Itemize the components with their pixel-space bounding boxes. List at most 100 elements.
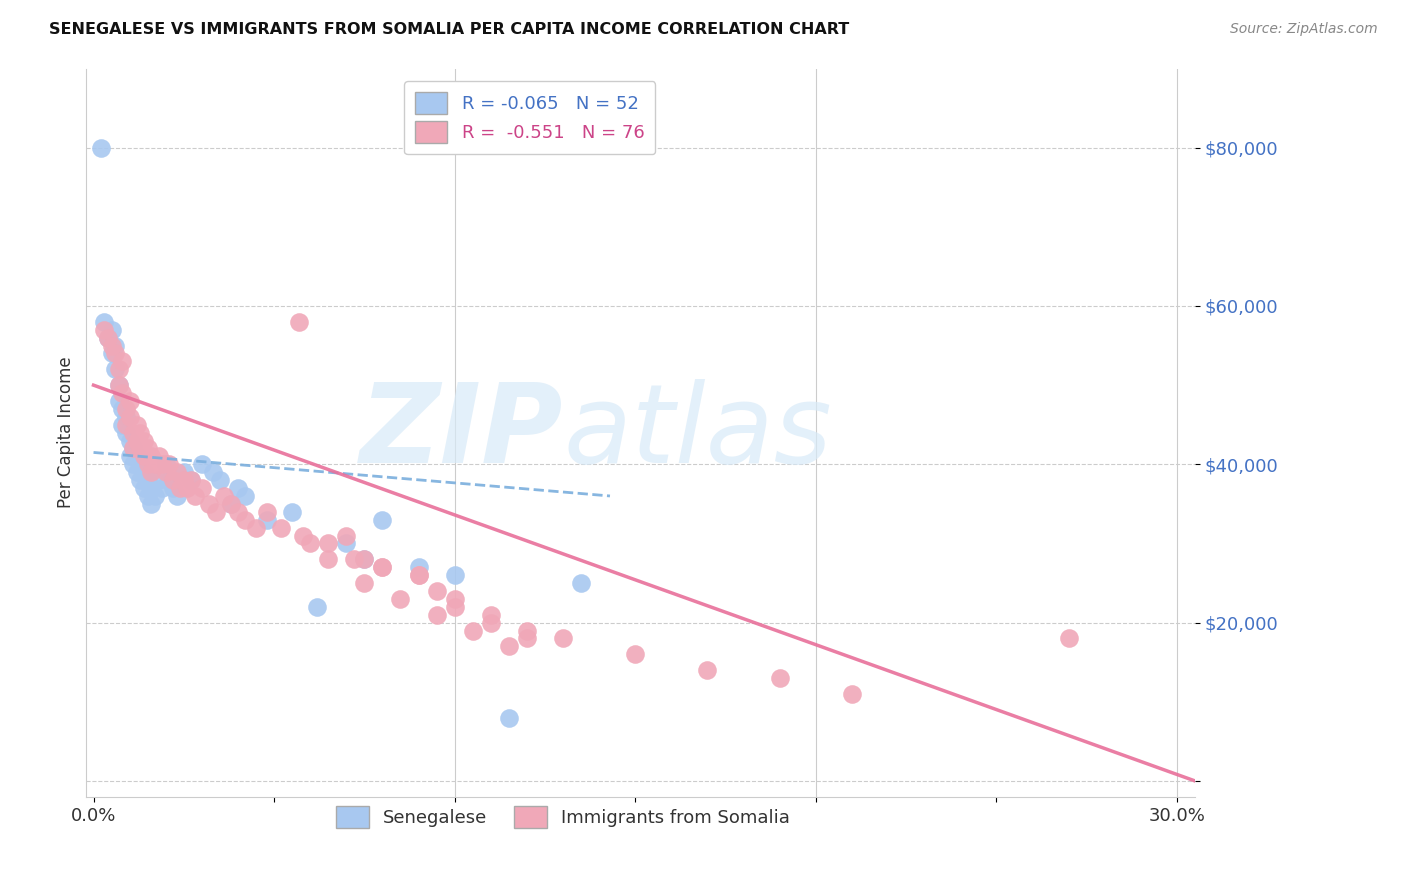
Point [180,473,202,487]
Point [141,497,163,511]
Point [104,362,127,376]
Point [100,338,122,352]
Point [173,465,195,479]
Point [132,481,155,495]
Point [136,489,159,503]
Point [129,425,152,440]
Point [93,323,115,337]
Point [183,489,205,503]
Point [696,663,718,677]
Point [353,552,375,566]
Point [100,323,122,337]
Point [281,505,304,519]
Point [125,450,148,464]
Point [107,378,129,392]
Point [371,513,394,527]
Point [132,450,155,464]
Point [115,417,138,432]
Point [426,584,449,599]
Point [233,513,256,527]
Point [118,450,141,464]
Point [256,513,278,527]
Point [256,505,278,519]
Point [624,648,647,662]
Point [162,473,184,487]
Point [498,640,520,654]
Point [125,417,148,432]
Point [129,442,152,456]
Point [122,442,145,456]
Point [498,711,520,725]
Point [841,687,863,701]
Point [219,497,242,511]
Point [426,607,449,622]
Point [107,378,129,392]
Point [100,346,122,360]
Point [443,599,465,614]
Point [118,434,141,448]
Point [516,632,538,646]
Text: ZIP: ZIP [360,379,562,486]
Point [107,394,129,409]
Point [169,481,191,495]
Point [198,497,221,511]
Point [219,497,242,511]
Point [141,481,163,495]
Point [1057,632,1080,646]
Point [516,624,538,638]
Point [166,489,188,503]
Point [408,568,430,582]
Point [97,331,120,345]
Point [191,458,214,472]
Point [104,338,127,352]
Point [307,599,329,614]
Point [90,141,112,155]
Point [111,417,134,432]
Point [125,465,148,479]
Point [212,489,235,503]
Point [157,458,180,472]
Point [233,489,256,503]
Point [150,458,173,472]
Point [155,465,177,479]
Point [408,568,430,582]
Text: Source: ZipAtlas.com: Source: ZipAtlas.com [1230,22,1378,37]
Point [125,434,148,448]
Point [569,576,592,591]
Point [115,409,138,424]
Point [122,425,145,440]
Point [389,591,412,606]
Point [245,521,267,535]
Point [270,521,292,535]
Point [155,458,177,472]
Point [162,481,184,495]
Point [132,465,155,479]
Text: SENEGALESE VS IMMIGRANTS FROM SOMALIA PER CAPITA INCOME CORRELATION CHART: SENEGALESE VS IMMIGRANTS FROM SOMALIA PE… [49,22,849,37]
Point [122,442,145,456]
Point [141,465,163,479]
Point [143,458,166,472]
Point [93,315,115,329]
Point [769,671,792,685]
Y-axis label: Per Capita Income: Per Capita Income [58,357,75,508]
Point [176,481,198,495]
Point [191,481,214,495]
Point [353,576,375,591]
Point [335,528,357,542]
Point [136,473,159,487]
Point [443,591,465,606]
Point [141,450,163,464]
Point [132,434,155,448]
Point [208,473,231,487]
Point [551,632,574,646]
Point [316,536,339,550]
Point [148,473,170,487]
Point [97,331,120,345]
Point [479,615,502,630]
Point [226,481,249,495]
Point [173,473,195,487]
Point [136,442,159,456]
Point [111,401,134,416]
Point [205,505,228,519]
Point [104,346,127,360]
